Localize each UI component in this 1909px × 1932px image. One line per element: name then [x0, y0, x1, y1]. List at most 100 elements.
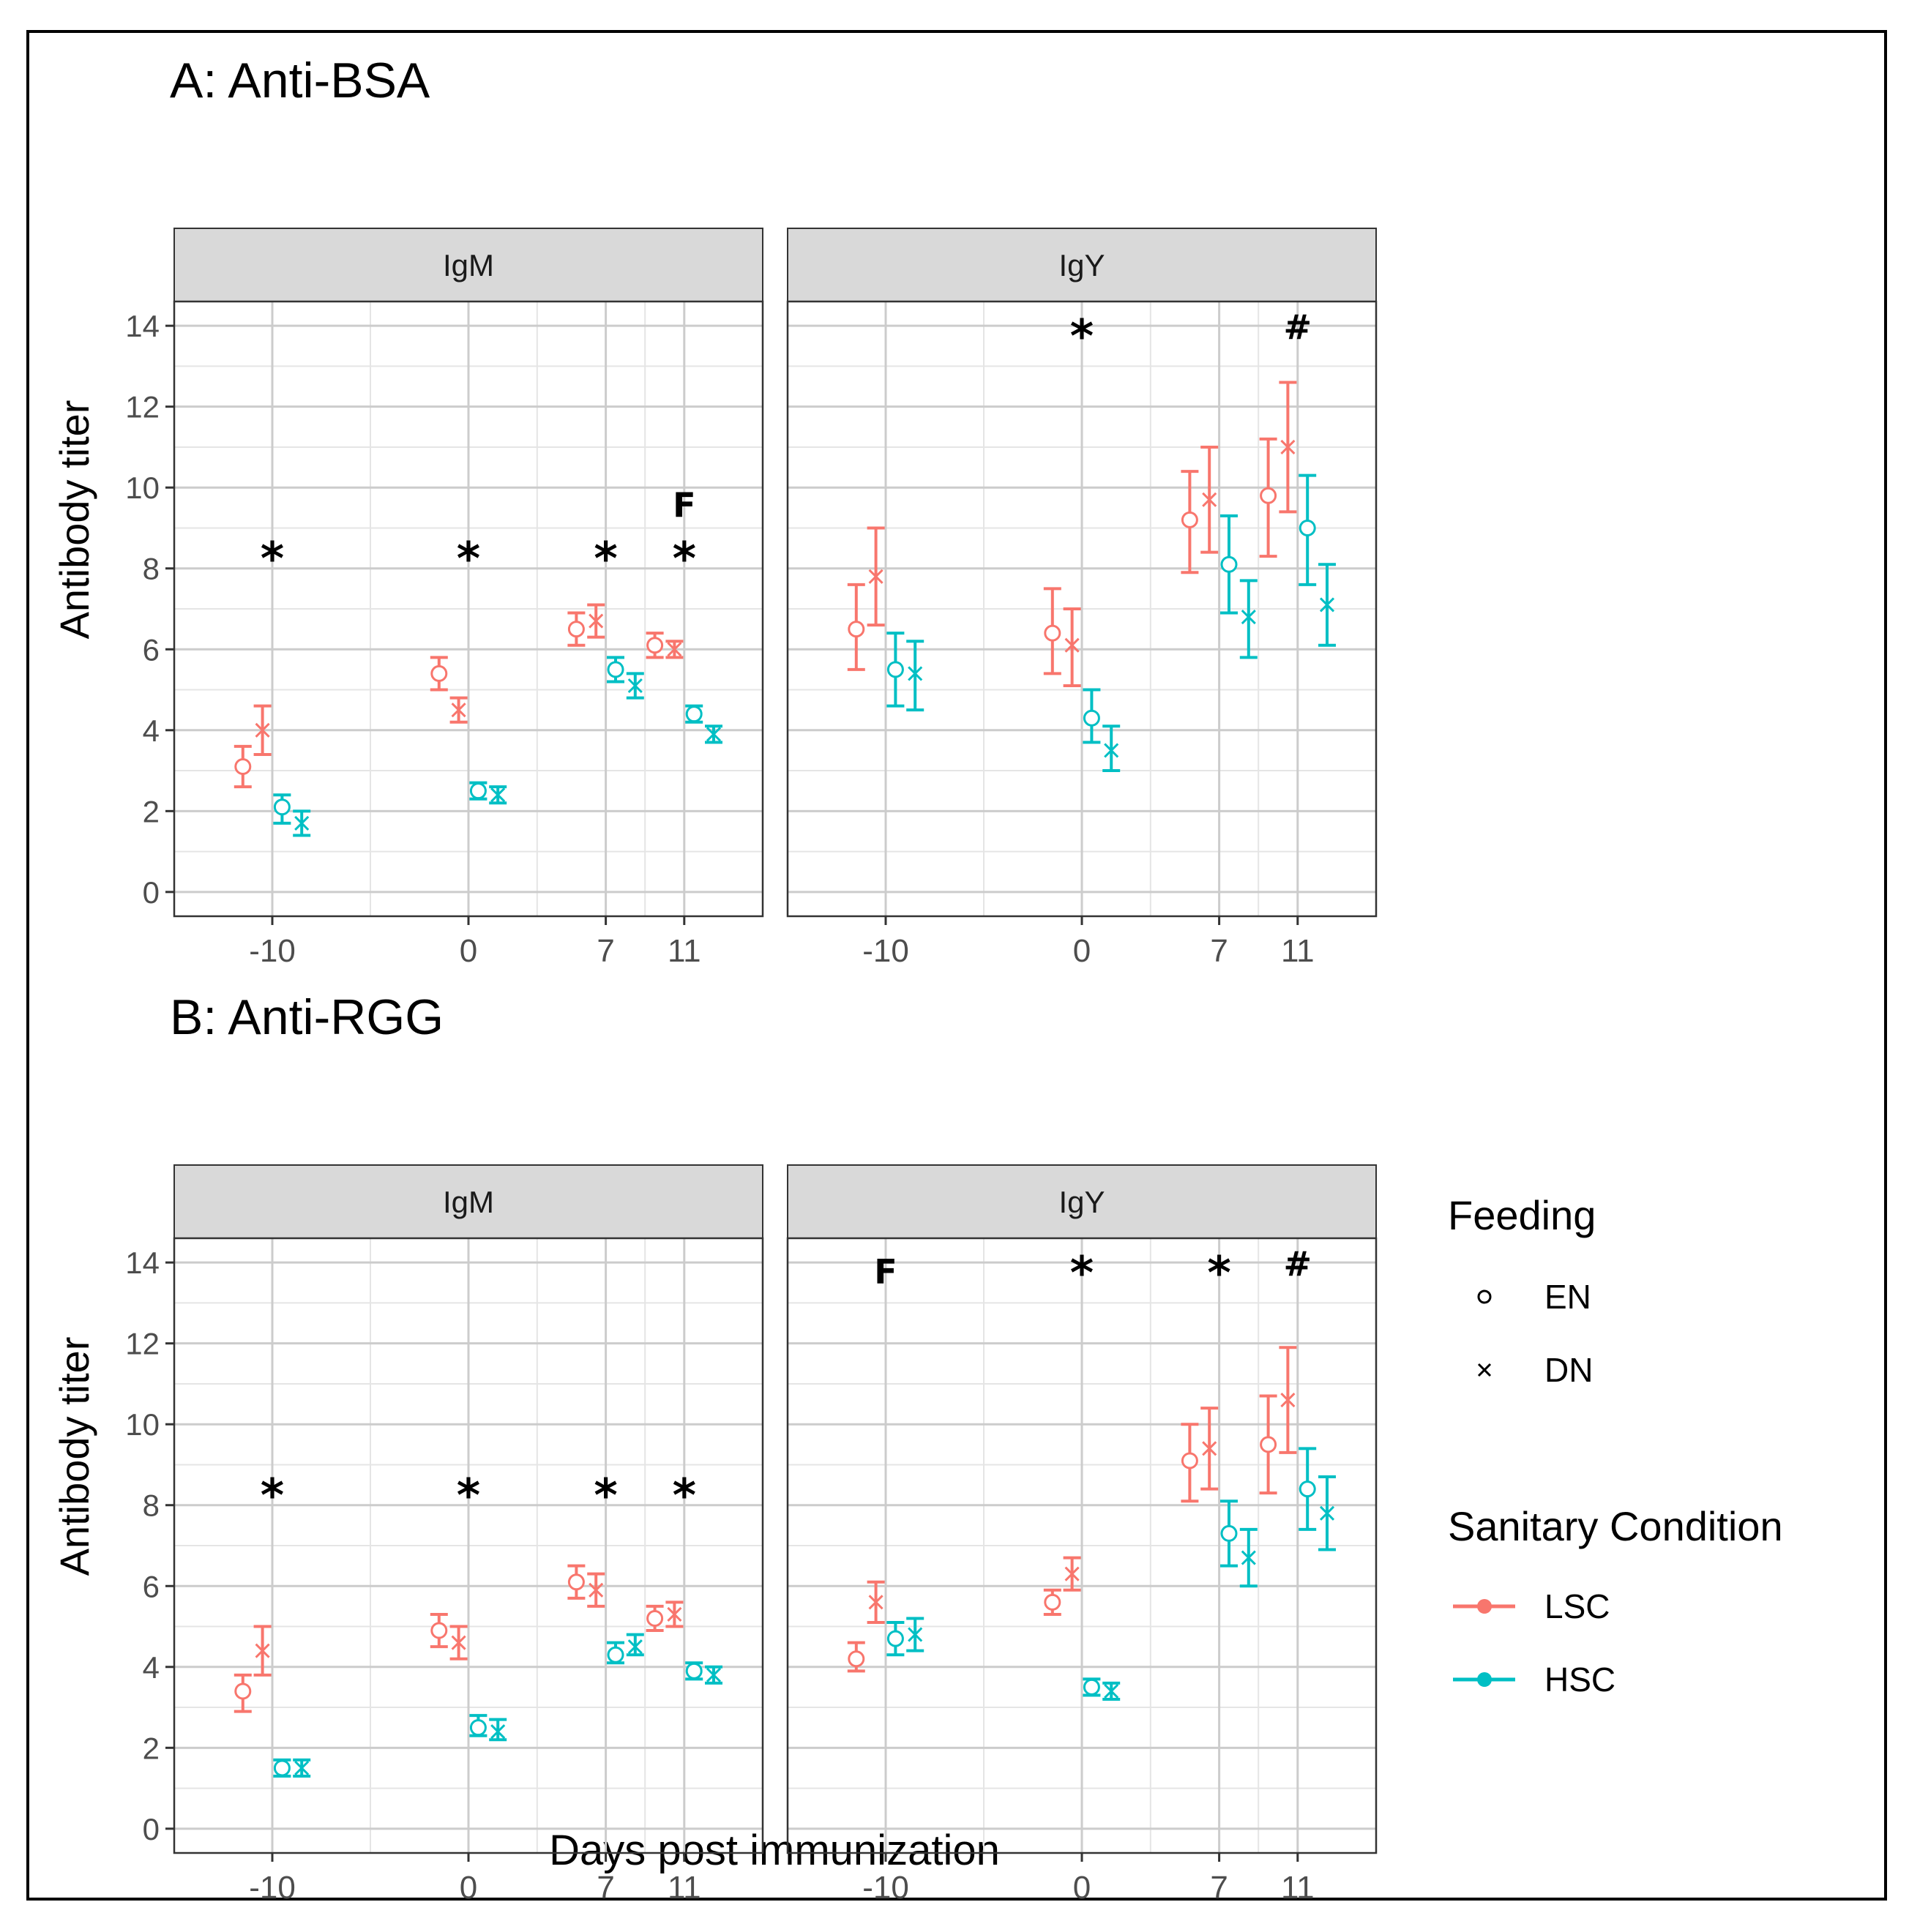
data-point-cross — [706, 727, 722, 742]
series-lsc-dn — [867, 381, 1297, 687]
data-point-cross — [1202, 492, 1217, 507]
x-tick-label: -10 — [862, 933, 909, 969]
data-point-cross — [908, 666, 923, 681]
data-point-circle — [273, 798, 291, 816]
significance-mark: * — [673, 1469, 696, 1522]
series-hsc-en — [273, 656, 703, 825]
data-point-cross — [255, 1643, 270, 1658]
data-point-circle — [469, 1719, 487, 1737]
data-point-circle — [1220, 1524, 1238, 1542]
significance-mark: # — [1284, 1244, 1312, 1284]
data-point-circle — [1260, 487, 1277, 504]
series-lsc-dn — [253, 1572, 684, 1677]
facet-strip — [173, 1164, 763, 1239]
legend-feeding-title: Feeding — [1448, 1192, 1596, 1238]
legend-feeding-label: DN — [1544, 1351, 1593, 1389]
data-point-cross — [294, 815, 310, 831]
series-hsc-en — [273, 1641, 703, 1778]
data-point-cross — [908, 1627, 923, 1642]
series-hsc-dn — [293, 672, 722, 837]
significance-mark: * — [1070, 1246, 1094, 1300]
legend-dot-icon — [1477, 1672, 1492, 1687]
data-point-cross — [589, 613, 604, 629]
y-tick-label: 6 — [143, 632, 160, 667]
series-lsc-en — [847, 437, 1277, 675]
significance-mark: * — [457, 1469, 480, 1522]
series-lsc-dn — [253, 603, 684, 756]
y-tick-label: 2 — [143, 794, 160, 828]
x-tick-label: 7 — [1210, 1870, 1228, 1906]
series-hsc-dn — [906, 563, 1336, 773]
y-tick-label: 0 — [143, 1812, 160, 1846]
y-tick-label: 0 — [143, 875, 160, 910]
y-tick-label: 10 — [125, 471, 160, 505]
data-point-circle — [430, 1622, 448, 1639]
significance-mark: * — [594, 532, 617, 585]
x-tick-label: 7 — [597, 933, 614, 969]
legend-cross-icon — [1477, 1363, 1492, 1377]
series-hsc-en — [886, 1447, 1317, 1697]
data-point-circle — [1083, 1678, 1100, 1696]
facet-strip-label: IgM — [443, 248, 494, 282]
data-point-circle — [646, 637, 664, 654]
data-point-circle — [469, 782, 487, 800]
y-tick-label: 12 — [125, 390, 160, 424]
data-point-cross — [1064, 637, 1080, 653]
data-point-cross — [1202, 1441, 1217, 1456]
series-lsc-en — [234, 1564, 664, 1713]
data-point-circle — [886, 1630, 904, 1647]
panel-a-facet-igy: IgY -10 0 7 11 * # — [786, 228, 1378, 969]
y-tick-label: 14 — [125, 1246, 160, 1280]
data-point-circle — [234, 758, 252, 776]
y-tick-label: 4 — [143, 1650, 160, 1685]
data-point-circle — [430, 664, 448, 682]
data-point-cross — [1280, 1392, 1296, 1408]
data-point-cross — [1319, 1505, 1335, 1521]
x-tick-label: 11 — [668, 933, 701, 969]
data-point-cross — [627, 678, 643, 694]
data-point-circle — [1299, 519, 1316, 536]
data-point-cross — [667, 1606, 682, 1622]
facet-strip — [787, 228, 1377, 302]
panel-b-ylabel: Antibody titer — [51, 1337, 97, 1576]
data-point-cross — [1280, 439, 1296, 455]
panel-b-title: B: Anti-RGG — [170, 989, 444, 1045]
y-tick-label: 6 — [143, 1569, 160, 1603]
data-point-cross — [451, 703, 466, 718]
panel-b-facet-igy: IgY -10 0 7 11 F * * # — [786, 1164, 1378, 1906]
x-tick-label: 0 — [460, 1870, 477, 1906]
x-tick-label: -10 — [249, 933, 296, 969]
panel-a-ylabel: Antibody titer — [51, 400, 97, 640]
data-point-cross — [1241, 1550, 1256, 1565]
data-point-circle — [607, 1646, 624, 1663]
significance-mark: * — [1070, 310, 1094, 363]
data-point-circle — [1299, 1480, 1316, 1498]
data-point-circle — [1044, 624, 1061, 642]
data-point-circle — [1181, 511, 1198, 528]
data-point-circle — [567, 1573, 585, 1591]
data-point-circle — [607, 661, 624, 678]
y-tick-label: 4 — [143, 714, 160, 748]
series-lsc-en — [234, 611, 664, 789]
y-tick-label: 14 — [125, 309, 160, 343]
x-tick-label: 0 — [460, 933, 477, 969]
legend-feeding-label: EN — [1544, 1278, 1591, 1316]
data-point-cross — [255, 722, 270, 738]
data-point-circle — [1083, 709, 1100, 727]
significance-mark: * — [261, 1469, 284, 1522]
legend-sanitary-title: Sanitary Condition — [1448, 1503, 1783, 1549]
significance-mark: * — [673, 532, 696, 585]
panel-b-facet-igm: IgM 0 2 4 6 8 10 12 14 -10 0 7 11 * * * * — [125, 1164, 764, 1906]
data-point-cross — [1064, 1566, 1080, 1581]
data-point-circle — [1220, 555, 1238, 573]
significance-mark: F — [673, 485, 695, 525]
significance-mark: * — [261, 532, 284, 585]
series-lsc-en — [847, 1394, 1277, 1673]
data-point-cross — [1104, 1683, 1119, 1699]
data-point-cross — [490, 787, 506, 803]
legend-sanitary-label: LSC — [1544, 1587, 1610, 1625]
data-point-circle — [273, 1759, 291, 1777]
